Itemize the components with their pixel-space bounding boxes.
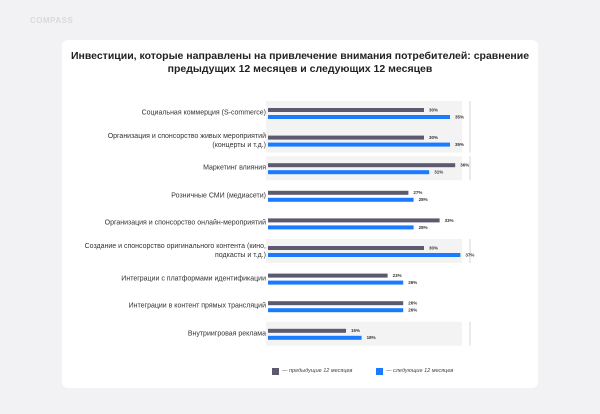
value-label: 30% (429, 135, 438, 140)
value-label: 26% (408, 301, 417, 306)
category-label: Социальная коммерция (S-commerce) (141, 109, 266, 117)
value-label: 27% (413, 190, 422, 195)
bar (268, 190, 409, 195)
category-label: Внутриигровая реклама (187, 330, 266, 338)
value-label: 23% (393, 273, 402, 278)
category-label: Интеграции в контент прямых трансляций (128, 302, 266, 310)
value-label: 26% (408, 280, 417, 285)
legend-label: — следующие 12 месяцев (386, 368, 454, 374)
bar (268, 273, 388, 278)
bar (268, 108, 424, 112)
legend-swatch (272, 368, 279, 375)
value-label: 37% (465, 252, 474, 257)
category-label: Организация и спонсорство онлайн-меропри… (104, 219, 266, 227)
category-label: Маркетинг влияния (203, 164, 266, 172)
legend-label: — предыдущие 12 месяцев (282, 368, 353, 374)
row-highlight (266, 239, 462, 263)
value-label: 31% (434, 170, 443, 175)
brand-logo: COMPASS (30, 16, 74, 25)
value-label: 35% (455, 114, 464, 119)
value-label: 30% (429, 107, 438, 112)
value-label: 26% (408, 308, 417, 313)
value-label: 15% (351, 328, 360, 333)
bar (268, 170, 430, 175)
bar (268, 197, 414, 202)
bar (268, 308, 404, 313)
value-label: 36% (460, 163, 469, 168)
bar (268, 225, 414, 230)
bar (268, 142, 450, 147)
bar (268, 280, 404, 285)
category-label: Интеграции с платформами идентификации (121, 275, 266, 283)
bar (268, 135, 424, 140)
legend-swatch (376, 368, 383, 375)
bar (268, 218, 440, 223)
bar (268, 328, 346, 333)
row-highlight (266, 321, 462, 346)
row-highlight (266, 156, 462, 181)
bar (268, 115, 450, 119)
bar (268, 253, 461, 257)
value-label: 30% (429, 245, 438, 250)
bar (268, 163, 456, 168)
bar (268, 301, 404, 306)
value-label: 33% (445, 218, 454, 223)
category-label: Организация и спонсорство живых мероприя… (107, 132, 266, 149)
bar (268, 335, 362, 340)
bar (268, 246, 424, 250)
value-label: 28% (419, 225, 428, 230)
chart-title: Инвестиции, которые направлены на привле… (70, 50, 530, 75)
category-label: Розничные СМИ (медиасети) (171, 192, 266, 200)
value-label: 28% (419, 197, 428, 202)
value-label: 18% (367, 335, 376, 340)
value-label: 35% (455, 142, 464, 147)
category-label: Создание и спонсорство оригинального кон… (84, 243, 266, 259)
